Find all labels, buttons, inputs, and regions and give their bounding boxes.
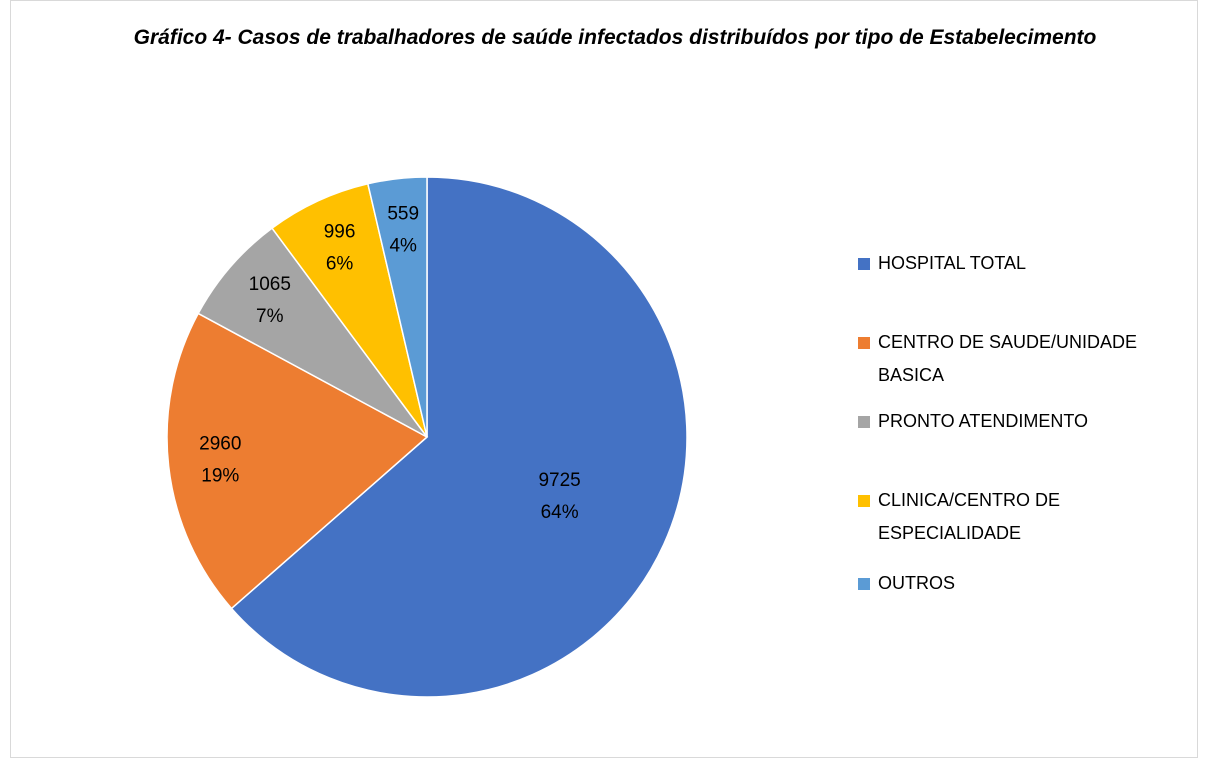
data-label: 1065 — [249, 274, 291, 295]
legend-swatch — [858, 337, 870, 349]
legend-label: HOSPITAL TOTAL — [878, 253, 1027, 273]
data-label-percent: 64% — [541, 502, 579, 523]
legend-label: OUTROS — [878, 573, 956, 593]
data-label-percent: 19% — [201, 465, 239, 486]
pie-slice — [366, 176, 428, 438]
legend-label: CENTRO DE SAUDE/UNIDADE BASICA — [878, 332, 1138, 385]
chart-frame — [10, 0, 1198, 758]
chart-title: Gráfico 4- Casos de trabalhadores de saú… — [133, 26, 1097, 49]
legend-item: CLINICA/CENTRO DE ESPECIALIDADE — [858, 484, 1188, 550]
legend-label: CLINICA/CENTRO DE ESPECIALIDADE — [878, 490, 1061, 543]
data-label: 9725 — [538, 470, 580, 491]
pie-slice — [166, 312, 429, 610]
data-label: 2960 — [199, 433, 241, 454]
legend-item: HOSPITAL TOTAL — [858, 247, 1188, 280]
legend-item: OUTROS — [858, 567, 1188, 600]
pie-slice — [197, 227, 428, 438]
legend-swatch — [858, 578, 870, 590]
legend-swatch — [858, 416, 870, 428]
data-label-percent: 7% — [256, 306, 284, 327]
legend-swatch — [858, 258, 870, 270]
data-label: 559 — [387, 203, 419, 224]
data-label-percent: 6% — [326, 253, 354, 274]
data-label: 996 — [324, 221, 356, 242]
legend-swatch — [858, 495, 870, 507]
legend-item: CENTRO DE SAUDE/UNIDADE BASICA — [858, 326, 1188, 392]
pie-slice — [230, 176, 688, 698]
legend-label: PRONTO ATENDIMENTO — [878, 411, 1089, 431]
legend-item: PRONTO ATENDIMENTO — [858, 405, 1188, 438]
data-label-percent: 4% — [389, 235, 417, 256]
